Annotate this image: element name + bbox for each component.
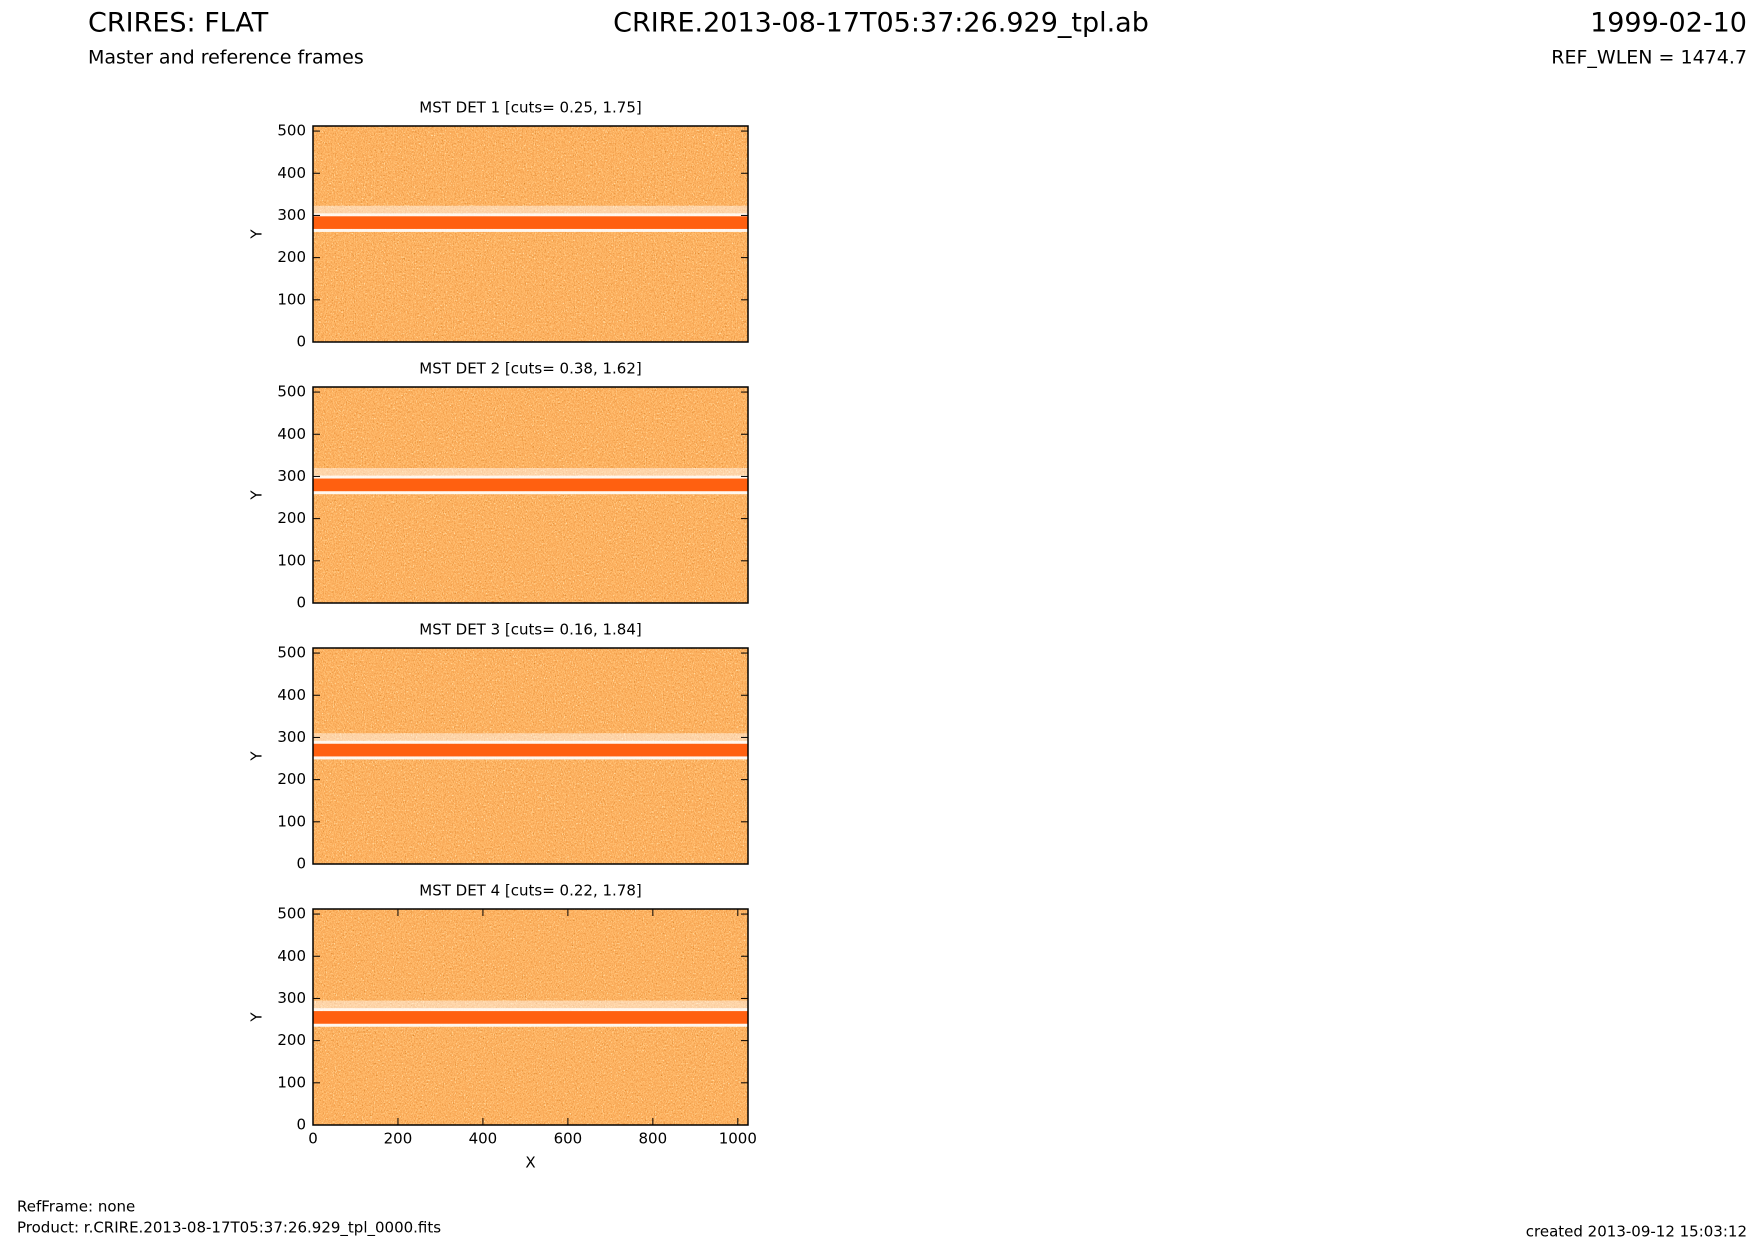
y-tick-label: 400 — [277, 947, 306, 965]
panel-title: MST DET 2 [cuts= 0.38, 1.62] — [419, 360, 642, 378]
file-name: CRIRE.2013-08-17T05:37:26.929_tpl.ab — [613, 8, 1149, 39]
y-tick-label: 500 — [277, 644, 306, 662]
axes-frame — [312, 386, 749, 604]
y-tick-label: 100 — [277, 812, 306, 830]
panel-title: MST DET 3 [cuts= 0.16, 1.84] — [419, 621, 642, 639]
y-tick-label: 500 — [277, 905, 306, 923]
y-tick-label: 100 — [277, 290, 306, 308]
ref-wlen: REF_WLEN = 1474.7 — [1551, 47, 1747, 69]
axes-frame — [312, 908, 749, 1126]
y-tick-label: 200 — [277, 509, 306, 527]
y-tick-label: 0 — [296, 594, 306, 612]
detector-image — [313, 126, 748, 342]
page-subtitle: Master and reference frames — [88, 47, 364, 69]
slit-band — [313, 743, 748, 757]
y-tick-label: 500 — [277, 383, 306, 401]
y-tick-label: 100 — [277, 551, 306, 569]
y-tick-label: 300 — [277, 728, 306, 746]
y-tick-label: 500 — [277, 122, 306, 140]
x-tick-label: 1000 — [719, 1130, 757, 1148]
y-tick-label: 0 — [296, 855, 306, 873]
y-tick-label: 200 — [277, 248, 306, 266]
y-tick-label: 0 — [296, 1116, 306, 1134]
y-axis-label: Y — [248, 490, 266, 501]
y-tick-label: 400 — [277, 686, 306, 704]
y-tick-label: 200 — [277, 770, 306, 788]
x-axis-label: X — [525, 1154, 535, 1172]
created: created 2013-09-12 15:03:12 — [1526, 1223, 1747, 1241]
y-axis-label: Y — [248, 1012, 266, 1023]
y-tick-label: 200 — [277, 1031, 306, 1049]
y-tick-label: 100 — [277, 1073, 306, 1091]
x-tick-label: 400 — [469, 1130, 498, 1148]
x-tick-label: 600 — [554, 1130, 583, 1148]
y-tick-label: 0 — [296, 333, 306, 351]
slit-band — [313, 478, 748, 492]
x-tick-label: 200 — [384, 1130, 413, 1148]
y-axis-label: Y — [248, 751, 266, 762]
axes-frame — [312, 647, 749, 865]
x-tick-label: 0 — [308, 1130, 318, 1148]
product: Product: r.CRIRE.2013-08-17T05:37:26.929… — [17, 1219, 441, 1238]
y-tick-label: 300 — [277, 989, 306, 1007]
y-tick-label: 300 — [277, 206, 306, 224]
detector-image — [313, 387, 748, 603]
x-tick-label: 800 — [639, 1130, 668, 1148]
ref-frame: RefFrame: none — [17, 1198, 135, 1216]
panel-title: MST DET 4 [cuts= 0.22, 1.78] — [419, 882, 642, 900]
y-tick-label: 300 — [277, 467, 306, 485]
panel-title: MST DET 1 [cuts= 0.25, 1.75] — [419, 99, 642, 117]
slit-band — [313, 1011, 748, 1024]
axes-frame — [312, 125, 749, 343]
page-title: CRIRES: FLAT — [88, 8, 269, 39]
y-tick-label: 400 — [277, 425, 306, 443]
y-tick-label: 400 — [277, 164, 306, 182]
y-axis-label: Y — [248, 229, 266, 240]
slit-band — [313, 216, 748, 229]
date: 1999-02-10 — [1590, 8, 1747, 39]
